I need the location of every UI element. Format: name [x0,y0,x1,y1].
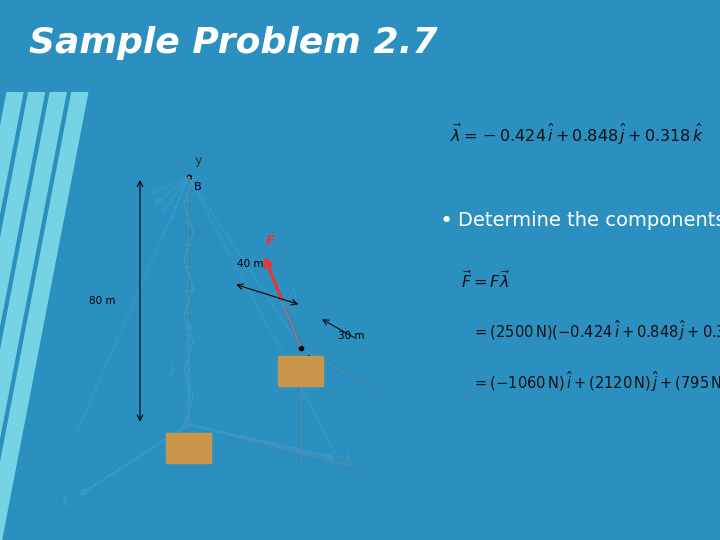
Text: k: k [61,496,70,509]
Polygon shape [0,92,45,540]
Text: $\lambda$: $\lambda$ [288,285,297,300]
Polygon shape [0,92,23,540]
Text: Sample Problem 2.7: Sample Problem 2.7 [29,26,437,60]
Text: 40 m: 40 m [238,259,264,269]
Polygon shape [0,92,66,540]
Text: $\vec{\lambda} = -0.424\,\hat{i} + 0.848\,\hat{j} + 0.318\,\hat{k}$: $\vec{\lambda} = -0.424\,\hat{i} + 0.848… [450,122,704,147]
Polygon shape [0,92,88,540]
Text: j: j [170,363,174,376]
Bar [279,356,323,386]
Text: F: F [266,234,275,248]
Bar [166,433,211,463]
Text: 30 m: 30 m [338,331,365,341]
Text: B: B [194,182,202,192]
Text: $\vec{F} = F\vec{\lambda}$: $\vec{F} = F\vec{\lambda}$ [461,271,510,292]
Text: y: y [194,154,202,167]
Text: A: A [305,355,312,365]
Text: i: i [346,451,350,464]
Text: Determine the components of the force.: Determine the components of the force. [459,211,720,230]
Text: 80 m: 80 m [89,296,116,306]
Text: $= (-1060\,\mathrm{N})\,\hat{i} + (2120\,\mathrm{N})\,\hat{j} + (795\,\mathrm{N}: $= (-1060\,\mathrm{N})\,\hat{i} + (2120\… [472,369,720,394]
Text: $= (2500\,\mathrm{N})(-0.424\,\hat{i} + 0.848\,\hat{j} + 0.318\,\hat{k})$: $= (2500\,\mathrm{N})(-0.424\,\hat{i} + … [472,318,720,343]
Text: •: • [439,211,452,231]
